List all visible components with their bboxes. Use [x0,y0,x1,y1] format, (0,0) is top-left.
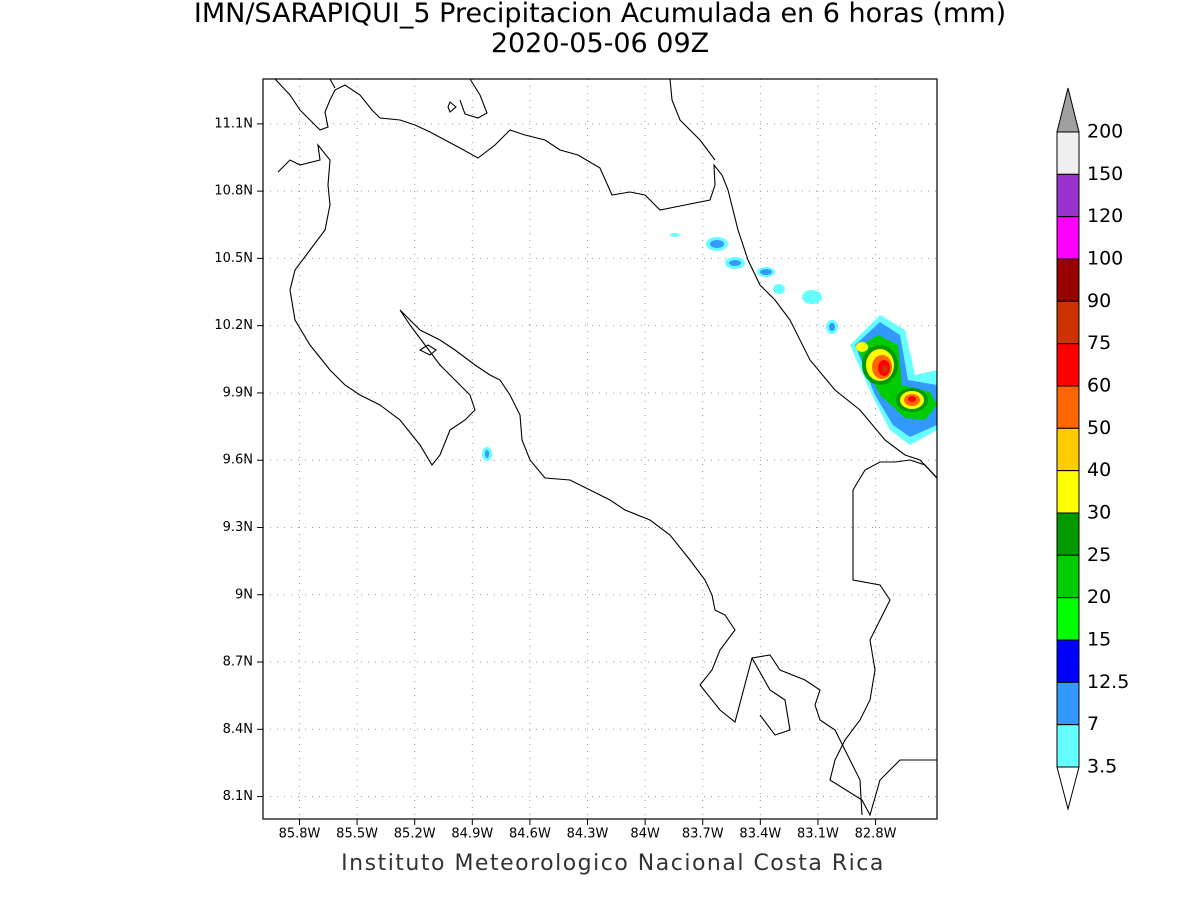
colorbar-label: 3.5 [1087,756,1117,778]
coastline [274,78,938,817]
lon-tick-label: 83.7W [682,827,724,842]
lat-tick-label: 10.2N [214,318,253,333]
colorbar-label: 12.5 [1087,671,1129,693]
lon-tick-label: 84W [630,827,660,842]
lon-tick-label: 82.8W [855,827,897,842]
colorbar-over [1056,87,1080,133]
lon-tick-label: 83.1W [797,827,839,842]
colorbar-label: 120 [1087,205,1123,227]
colorbar-label: 60 [1087,375,1111,397]
lon-tick-label: 85.2W [394,827,436,842]
colorbar-box [1056,385,1080,429]
colorbar-box [1056,470,1080,514]
colorbar-box [1056,639,1080,683]
lat-tick-label: 9N [235,587,253,602]
subtitle: 2020-05-06 09Z [491,28,709,59]
colorbar-label: 100 [1087,248,1123,270]
lat-tick-label: 8.1N [223,789,253,804]
colorbar-label: 30 [1087,502,1111,524]
lat-tick-label: 8.4N [223,722,253,737]
colorbar-box [1056,343,1080,387]
lon-tick-label: 85.8W [279,827,321,842]
lat-tick-label: 9.6N [223,453,253,468]
colorbar-under [1056,766,1080,811]
lon-tick-label: 83.4W [739,827,781,842]
map-frame [262,78,938,820]
colorbar-box [1056,131,1080,175]
lat-tick-label: 10.5N [214,251,253,266]
colorbar: 200 150 120 100 90 75 60 50 40 30 25 20 15 12.5 7 3.5 [1056,87,1129,811]
lon-tick-label: 84.9W [451,827,493,842]
colorbar-box [1056,173,1080,218]
colorbar-label: 7 [1087,713,1099,735]
lon-tick-label: 84.3W [567,827,609,842]
colorbar-label: 20 [1087,586,1111,608]
colorbar-label: 90 [1087,290,1111,312]
title: IMN/SARAPIQUI_5 Precipitacion Acumulada … [194,0,1006,29]
lon-tick-label: 85.5W [336,827,378,842]
colorbar-label: 40 [1087,459,1111,481]
lat-tick-label: 9.9N [223,385,253,400]
colorbar-box [1056,300,1080,345]
footer: Instituto Meteorologico Nacional Costa R… [341,851,885,876]
colorbar-box [1056,427,1080,472]
colorbar-box [1056,681,1080,726]
colorbar-box [1056,216,1080,260]
colorbar-box [1056,597,1080,641]
colorbar-label: 200 [1087,121,1123,143]
lat-tick-label: 10.8N [214,184,253,199]
colorbar-label: 15 [1087,629,1111,651]
colorbar-label: 150 [1087,163,1123,185]
lat-tick-label: 11.1N [214,116,253,131]
colorbar-box [1056,724,1080,768]
lat-tick-label: 8.7N [223,655,253,670]
lon-tick-label: 84.6W [509,827,551,842]
colorbar-box [1056,554,1080,599]
axes: 85.8W 85.5W 85.2W 84.9W 84.6W 84.3W 84W 83.7W 83… [214,116,896,841]
colorbar-label: 75 [1087,332,1111,354]
lat-tick-label: 9.3N [223,520,253,535]
colorbar-label: 25 [1087,544,1111,566]
colorbar-label: 50 [1087,417,1111,439]
colorbar-box [1056,258,1080,302]
grid [263,79,937,819]
colorbar-box [1056,512,1080,556]
precipitation [482,233,937,461]
